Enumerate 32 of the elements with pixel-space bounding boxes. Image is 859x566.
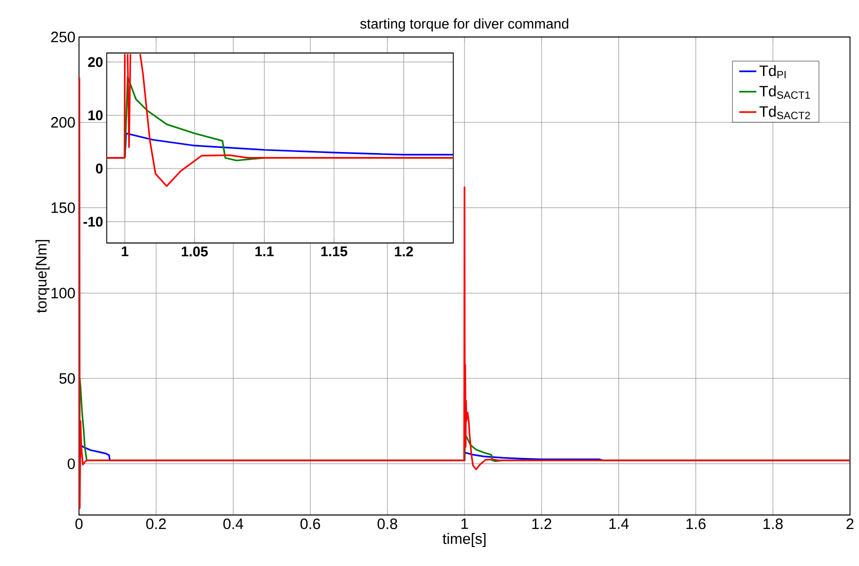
y-tick-label: 10 bbox=[88, 110, 103, 120]
legend-label: Td$_{PI}$ bbox=[759, 65, 786, 78]
y-tick-label: -10 bbox=[83, 216, 103, 227]
y-tick-label: 150 bbox=[52, 202, 75, 214]
x-tick-label: 0.4 bbox=[223, 518, 244, 530]
x-tick-label: 1.2 bbox=[532, 518, 552, 530]
x-tick-label: 1.6 bbox=[686, 518, 706, 530]
x-tick-label: 1.15 bbox=[321, 246, 348, 256]
x-tick-label: 0.8 bbox=[378, 518, 398, 530]
y-tick-label: 20 bbox=[88, 57, 103, 68]
y-tick-label: 200 bbox=[51, 117, 75, 128]
x-tick-label: 1.1 bbox=[255, 246, 274, 256]
legend-label: Td$_{SACT1}$ bbox=[759, 85, 810, 99]
y-tick-label: 0 bbox=[96, 164, 103, 174]
x-tick-label: 1.4 bbox=[609, 518, 629, 529]
x-tick-label: 1.2 bbox=[394, 246, 413, 256]
x-tick-label: 1 bbox=[461, 518, 468, 529]
y-tick-label: 250 bbox=[51, 32, 75, 42]
x-axis-title: time[s] bbox=[442, 533, 486, 547]
x-tick-label: 0 bbox=[75, 518, 83, 530]
y-tick-label: 50 bbox=[59, 373, 75, 384]
x-tick-label: 1.8 bbox=[764, 518, 783, 530]
x-tick-label: 0.2 bbox=[146, 518, 166, 530]
x-tick-label: 2 bbox=[846, 518, 854, 530]
x-tick-label: 1.05 bbox=[182, 246, 208, 256]
legend-label: Td$_{SACT2}$ bbox=[759, 106, 810, 120]
x-tick-label: 0.6 bbox=[300, 518, 320, 530]
y-axis-title: torque[Nm] bbox=[36, 240, 50, 313]
x-tick-label: 1 bbox=[122, 246, 128, 256]
chart-title: starting torque for diver command bbox=[360, 18, 568, 32]
y-tick-label: 0 bbox=[68, 458, 75, 470]
y-tick-label: 100 bbox=[52, 288, 75, 298]
